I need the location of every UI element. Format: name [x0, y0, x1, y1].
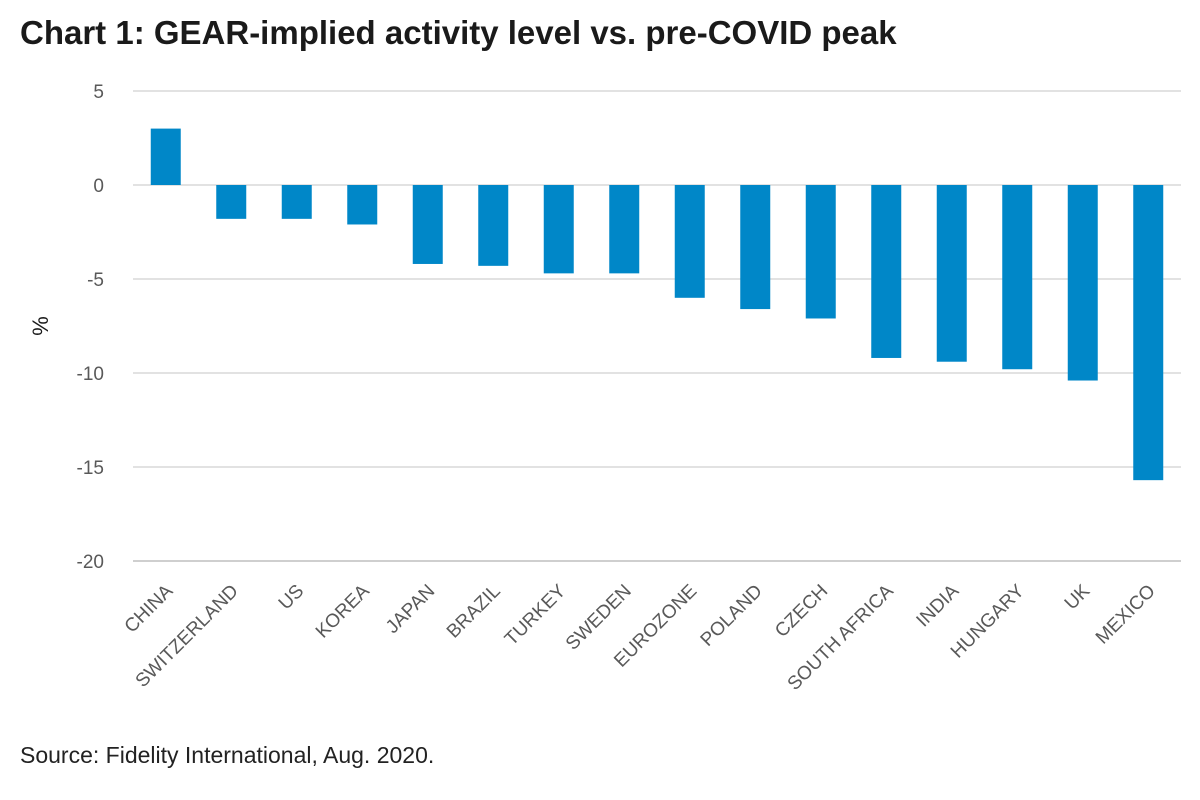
y-tick-label: 5	[93, 82, 104, 103]
source-note: Source: Fidelity International, Aug. 202…	[20, 742, 435, 768]
x-tick-label: CHINA	[121, 580, 178, 637]
x-tick-label: CZECH	[771, 581, 832, 642]
y-tick-label: -5	[87, 270, 104, 291]
bar-uk	[1067, 185, 1098, 381]
bar-us	[281, 185, 312, 219]
bars	[150, 128, 1164, 481]
bar-turkey	[543, 185, 574, 274]
bar-mexico	[1133, 185, 1164, 481]
bar-japan	[412, 185, 443, 264]
bar-hungary	[1002, 185, 1033, 370]
y-tick-label: 0	[93, 176, 104, 197]
bar-brazil	[478, 185, 509, 266]
y-tick-label: -15	[77, 458, 104, 479]
x-tick-label: UK	[1061, 580, 1095, 614]
x-tick-label: BRAZIL	[443, 581, 505, 643]
bar-poland	[740, 185, 771, 310]
x-tick-label: MEXICO	[1092, 581, 1160, 649]
chart-title: Chart 1: GEAR-implied activity level vs.…	[20, 14, 897, 51]
bar-eurozone	[674, 185, 705, 298]
x-tick-label: TURKEY	[501, 580, 571, 650]
bar-india	[936, 185, 967, 362]
x-tick-label: JAPAN	[382, 581, 439, 638]
x-tick-label: INDIA	[913, 580, 964, 631]
bar-korea	[347, 185, 378, 225]
x-tick-label: KOREA	[312, 580, 374, 642]
bar-china	[150, 128, 181, 185]
x-tick-label: POLAND	[697, 581, 767, 651]
bar-switzerland	[216, 185, 247, 219]
y-axis-label: %	[28, 316, 53, 336]
bar-south-africa	[871, 185, 902, 358]
bar-czech	[805, 185, 836, 319]
x-tick-label: US	[275, 581, 309, 615]
y-axis-ticks: 5 0 -5 -10 -15 -20	[77, 82, 104, 573]
y-tick-label: -10	[77, 364, 104, 385]
bar-sweden	[609, 185, 640, 274]
y-tick-label: -20	[77, 552, 104, 573]
